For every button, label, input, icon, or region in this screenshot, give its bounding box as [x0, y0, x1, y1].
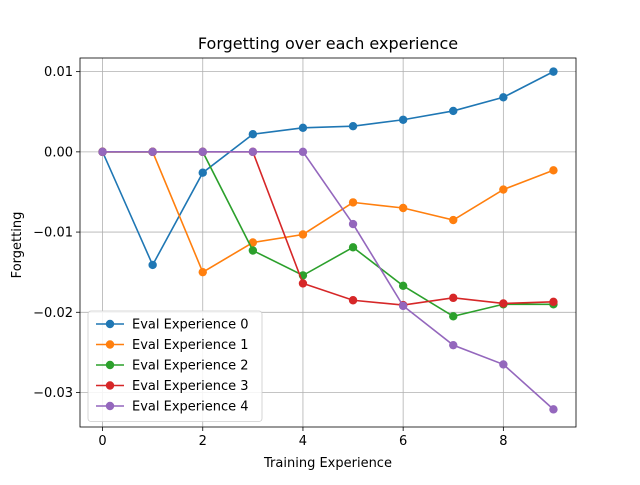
legend-marker — [105, 319, 115, 329]
data-point — [248, 238, 258, 247]
y-tick-label: 0.00 — [44, 145, 73, 160]
series-2 — [98, 147, 558, 321]
data-point — [248, 147, 258, 157]
x-axis-label: Training Experience — [263, 456, 392, 471]
series-3 — [98, 147, 558, 310]
legend: Eval Experience 0 Eval Experience 1 Eval E… — [87, 310, 263, 422]
data-point — [449, 293, 458, 303]
data-point — [398, 115, 408, 124]
data-point — [398, 301, 408, 311]
legend-frame — [87, 310, 263, 422]
data-point — [549, 166, 558, 175]
y-tick-label: −0.02 — [33, 306, 73, 321]
series-1 — [98, 147, 558, 277]
data-point — [248, 130, 258, 139]
data-point — [549, 67, 558, 76]
data-point — [348, 243, 358, 252]
y-tick-label: −0.03 — [33, 386, 73, 401]
legend-label: Eval Experience 1 — [132, 338, 249, 353]
series-line-3 — [102, 151, 554, 306]
y-tick-label: −0.01 — [33, 226, 73, 241]
data-point — [148, 260, 157, 270]
data-point — [348, 219, 358, 229]
data-point — [348, 296, 358, 305]
legend-label: Eval Experience 2 — [132, 359, 249, 374]
y-tick-label: 0.01 — [44, 65, 73, 80]
data-point — [449, 215, 458, 225]
series-0 — [98, 67, 558, 270]
legend-label: Eval Experience 3 — [132, 379, 249, 394]
data-point — [98, 147, 107, 157]
data-point — [549, 405, 558, 414]
data-point — [449, 340, 458, 350]
x-tick-label: 6 — [399, 434, 407, 449]
legend-label: Eval Experience 4 — [132, 400, 249, 415]
chart-title: Forgetting over each experience — [198, 34, 458, 53]
data-point — [499, 360, 508, 369]
data-point — [499, 93, 508, 102]
legend-marker — [105, 381, 115, 390]
x-tick-label: 2 — [199, 434, 207, 449]
series-line-0 — [101, 70, 554, 267]
legend-item-4: Eval Experience 4 — [96, 400, 249, 415]
legend-marker — [105, 360, 115, 370]
data-point — [348, 198, 358, 207]
x-tick-label: 4 — [299, 434, 307, 449]
data-point — [398, 203, 408, 213]
data-point — [499, 299, 508, 308]
axes-layer: 0 2 4 6 8 −0.03 −0.02 −0.01 0.00 0.01 — [33, 57, 577, 449]
data-point — [499, 185, 508, 194]
y-axis-label: Forgetting — [10, 212, 25, 279]
x-tick-label: 0 — [98, 434, 106, 449]
legend-item-3: Eval Experience 3 — [96, 379, 249, 394]
legend-marker — [105, 401, 115, 411]
data-point — [198, 168, 207, 177]
data-point — [549, 297, 558, 307]
series-line-1 — [102, 151, 554, 274]
legend-item-0: Eval Experience 0 — [96, 318, 249, 333]
data-point — [398, 281, 408, 291]
data-point — [298, 279, 308, 288]
data-point — [248, 246, 258, 255]
legend-item-1: Eval Experience 1 — [96, 338, 249, 353]
legend-item-2: Eval Experience 2 — [96, 359, 249, 374]
data-point — [148, 147, 157, 157]
series-line-4 — [102, 151, 554, 410]
data-point — [198, 267, 207, 277]
data-point — [348, 121, 358, 131]
x-tick-label: 8 — [499, 434, 507, 449]
legend-label: Eval Experience 0 — [132, 318, 249, 333]
series-4 — [98, 147, 558, 414]
data-point — [298, 147, 308, 157]
series-layer — [98, 67, 558, 414]
data-point — [198, 147, 207, 157]
data-point — [449, 106, 458, 116]
data-point — [298, 123, 308, 132]
data-point — [449, 312, 458, 321]
plot-frame — [79, 57, 577, 428]
data-point — [298, 230, 308, 239]
legend-marker — [105, 340, 115, 349]
